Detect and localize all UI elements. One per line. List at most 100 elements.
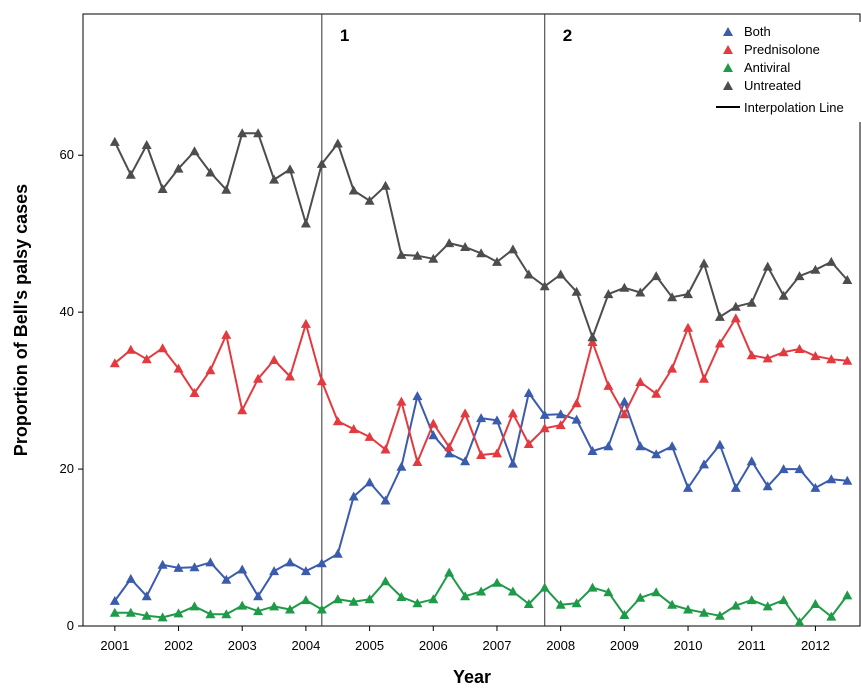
data-point-untreated bbox=[221, 184, 232, 194]
data-point-both bbox=[476, 413, 487, 423]
data-point-prednisolone bbox=[730, 313, 741, 323]
data-point-prednisolone bbox=[667, 363, 678, 373]
data-point-untreated bbox=[555, 269, 566, 279]
data-point-untreated bbox=[444, 238, 455, 248]
x-tick-label: 2008 bbox=[546, 638, 575, 653]
data-point-untreated bbox=[714, 311, 725, 321]
data-point-antiviral bbox=[364, 594, 375, 604]
data-point-antiviral bbox=[141, 610, 152, 620]
data-point-untreated bbox=[810, 264, 821, 274]
x-tick-label: 2002 bbox=[164, 638, 193, 653]
data-point-untreated bbox=[460, 242, 471, 251]
data-point-antiviral bbox=[253, 606, 264, 616]
data-point-antiviral bbox=[460, 591, 471, 601]
data-point-untreated bbox=[699, 258, 709, 268]
data-point-prednisolone bbox=[635, 377, 646, 386]
data-point-prednisolone bbox=[507, 408, 518, 418]
data-point-prednisolone bbox=[157, 343, 168, 353]
y-axis-title: Proportion of Bell's palsy cases bbox=[11, 184, 31, 456]
data-point-antiviral bbox=[539, 582, 550, 592]
data-point-untreated bbox=[730, 301, 741, 311]
legend-label-interpolation-line: Interpolation Line bbox=[744, 100, 844, 115]
data-point-both bbox=[826, 474, 837, 484]
interpolation-line-label: 1 bbox=[340, 26, 349, 45]
data-point-antiviral bbox=[348, 596, 359, 606]
data-point-untreated bbox=[571, 286, 582, 296]
data-point-antiviral bbox=[269, 601, 280, 611]
data-point-both bbox=[173, 562, 184, 572]
series-untreated bbox=[109, 128, 853, 342]
data-point-both bbox=[523, 388, 534, 397]
data-point-antiviral bbox=[571, 598, 582, 608]
x-axis-title: Year bbox=[453, 667, 491, 687]
data-point-antiviral bbox=[285, 604, 295, 614]
legend-marker-untreated bbox=[723, 81, 733, 90]
data-point-antiviral bbox=[476, 586, 487, 596]
data-point-antiviral bbox=[587, 582, 598, 592]
data-point-untreated bbox=[667, 292, 678, 302]
data-point-prednisolone bbox=[125, 344, 136, 354]
data-point-prednisolone bbox=[316, 376, 327, 386]
legend-label-prednisolone: Prednisolone bbox=[744, 42, 820, 57]
data-point-both bbox=[746, 456, 757, 466]
plot-frame bbox=[82, 13, 861, 627]
data-point-prednisolone bbox=[746, 350, 757, 360]
data-point-antiviral bbox=[173, 608, 184, 618]
data-point-prednisolone bbox=[237, 405, 248, 415]
data-point-prednisolone bbox=[842, 355, 853, 365]
data-point-untreated bbox=[762, 261, 773, 271]
data-point-both bbox=[587, 446, 598, 455]
data-point-untreated bbox=[380, 180, 391, 190]
data-point-untreated bbox=[635, 287, 646, 297]
data-point-prednisolone bbox=[141, 354, 152, 364]
data-point-untreated bbox=[619, 282, 630, 292]
data-point-antiviral bbox=[683, 604, 693, 614]
data-point-untreated bbox=[125, 169, 136, 179]
data-point-both bbox=[619, 396, 630, 406]
data-point-antiviral bbox=[619, 610, 630, 619]
y-tick-label: 0 bbox=[67, 618, 74, 633]
data-point-prednisolone bbox=[189, 388, 200, 397]
data-point-untreated bbox=[476, 248, 487, 258]
data-point-both bbox=[730, 482, 741, 492]
data-point-prednisolone bbox=[460, 408, 471, 418]
y-tick-label: 20 bbox=[60, 461, 74, 476]
x-tick-label: 2001 bbox=[100, 638, 129, 653]
data-point-both bbox=[396, 461, 407, 471]
data-point-prednisolone bbox=[285, 371, 295, 381]
data-point-prednisolone bbox=[683, 322, 693, 332]
data-point-antiviral bbox=[507, 586, 518, 596]
data-point-both bbox=[364, 477, 375, 487]
x-tick-label: 2010 bbox=[674, 638, 703, 653]
data-point-prednisolone bbox=[778, 347, 789, 357]
data-point-untreated bbox=[587, 332, 598, 342]
data-point-both bbox=[157, 559, 168, 569]
data-point-both bbox=[539, 409, 550, 419]
data-point-prednisolone bbox=[348, 424, 359, 434]
data-point-prednisolone bbox=[714, 338, 725, 348]
series-both bbox=[109, 388, 853, 605]
y-axis: 0 20 40 60 bbox=[60, 147, 83, 633]
x-tick-label: 2009 bbox=[610, 638, 639, 653]
data-point-untreated bbox=[364, 195, 375, 205]
data-point-antiviral bbox=[205, 609, 216, 619]
data-point-untreated bbox=[173, 163, 184, 173]
series-group bbox=[109, 128, 853, 627]
data-point-both bbox=[635, 441, 646, 451]
data-point-untreated bbox=[539, 281, 550, 291]
data-point-both bbox=[571, 414, 582, 424]
data-point-prednisolone bbox=[571, 398, 582, 408]
data-point-prednisolone bbox=[444, 442, 455, 452]
legend-label-untreated: Untreated bbox=[744, 78, 801, 93]
data-point-antiviral bbox=[842, 590, 853, 600]
series-line-prednisolone bbox=[114, 317, 848, 463]
series-antiviral bbox=[109, 567, 853, 627]
data-point-both bbox=[332, 548, 343, 558]
legend-marker-both bbox=[723, 27, 733, 36]
series-line-both bbox=[113, 392, 848, 602]
data-point-antiviral bbox=[826, 611, 837, 621]
x-tick-label: 2005 bbox=[355, 638, 384, 653]
series-prednisolone bbox=[109, 313, 853, 466]
data-point-untreated bbox=[746, 297, 757, 307]
data-point-antiviral bbox=[157, 612, 168, 622]
